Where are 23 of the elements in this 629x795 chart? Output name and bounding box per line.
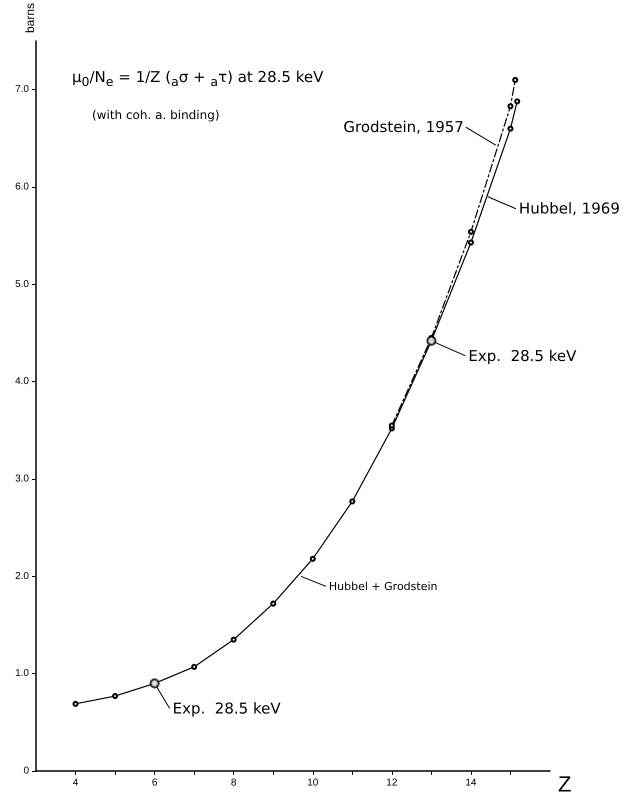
text: μ$_{0}$/N$_{e}$ = 1/Z ($_{a}$σ + $_{a}$τ) at 28.5 keV [72, 68, 324, 89]
x-axis-title: Z [558, 772, 572, 795]
x-tick-label: 12 [386, 778, 398, 788]
y-tick-label: 0 [23, 766, 30, 776]
annotation: (with coh. a. binding) [92, 108, 220, 122]
x-tick-label: 14 [465, 778, 477, 788]
y-tick-label: 3.0 [15, 474, 30, 485]
y-tick-label: 2.0 [15, 570, 30, 582]
x-tick-label: 4 [72, 778, 79, 788]
annotation: Exp. 28.5 keV [468, 346, 578, 365]
annotation: Hubbel, 1969 [518, 200, 620, 218]
y-tick-label: 4.0 [15, 376, 30, 388]
y-tick-label: 5.0 [15, 278, 30, 290]
x-tick-label: 6 [152, 778, 158, 788]
y-axis-title: barns [23, 2, 37, 34]
x-tick-label: 10 [307, 778, 319, 788]
annotation: Grodstein, 1957 [343, 118, 464, 136]
y-tick-label: 1.0 [15, 668, 30, 680]
annotation: Hubbel + Grodstein [328, 580, 438, 593]
y-tick-label: 6.0 [15, 182, 30, 193]
y-tick-label: 7.0 [15, 84, 30, 96]
x-tick-label: 8 [230, 778, 237, 788]
annotation: Exp. 28.5 keV [172, 699, 282, 718]
